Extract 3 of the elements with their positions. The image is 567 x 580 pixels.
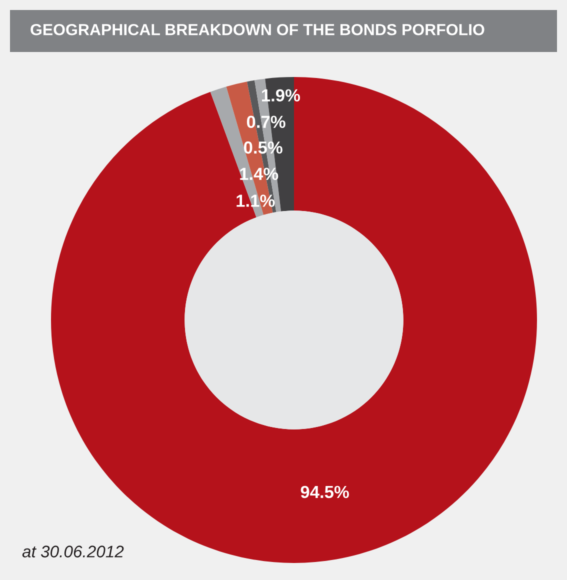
chart-title: GEOGRAPHICAL BREAKDOWN OF THE BONDS PORFOLIO — [30, 24, 484, 36]
text: at 30.06.2012 — [22, 546, 124, 558]
data-label: 94.5% — [300, 486, 349, 498]
